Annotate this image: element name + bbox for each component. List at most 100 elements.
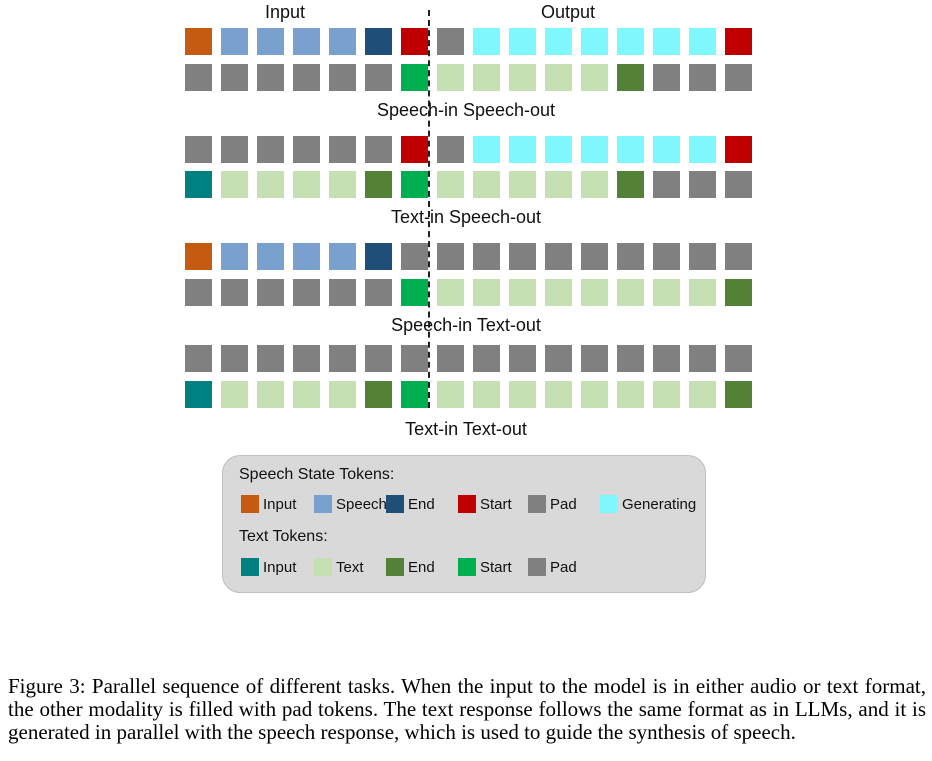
token-generating xyxy=(581,28,608,55)
token-pad xyxy=(653,243,680,270)
token-pad xyxy=(653,171,680,198)
token-text xyxy=(617,381,644,408)
token-speech-start xyxy=(725,28,752,55)
token-text xyxy=(473,64,500,91)
token-pad xyxy=(221,345,248,372)
token-text xyxy=(293,381,320,408)
token-pad xyxy=(653,345,680,372)
token-generating xyxy=(581,136,608,163)
token-speech-start xyxy=(401,28,428,55)
legend-item-speech-input: Input xyxy=(241,494,296,514)
token-generating xyxy=(689,28,716,55)
token-generating xyxy=(509,28,536,55)
legend-label: Generating xyxy=(622,495,697,513)
token-text-start xyxy=(401,279,428,306)
legend-swatch xyxy=(600,495,618,513)
token-pad xyxy=(293,345,320,372)
token-text xyxy=(509,381,536,408)
token-pad xyxy=(437,243,464,270)
token-pad xyxy=(437,28,464,55)
token-text-end xyxy=(617,64,644,91)
token-text xyxy=(653,279,680,306)
token-speech xyxy=(329,28,356,55)
token-pad xyxy=(725,171,752,198)
token-text xyxy=(473,381,500,408)
token-speech xyxy=(293,28,320,55)
token-text-start xyxy=(401,171,428,198)
token-generating xyxy=(473,136,500,163)
token-pad xyxy=(689,345,716,372)
token-pad xyxy=(545,243,572,270)
token-text xyxy=(689,279,716,306)
legend-swatch xyxy=(314,495,332,513)
legend-swatch xyxy=(528,558,546,576)
token-pad xyxy=(221,64,248,91)
token-pad xyxy=(401,243,428,270)
token-pad xyxy=(653,64,680,91)
token-text xyxy=(581,171,608,198)
token-text-input xyxy=(185,381,212,408)
token-speech xyxy=(329,243,356,270)
token-text xyxy=(581,64,608,91)
token-pad xyxy=(581,243,608,270)
token-speech-end xyxy=(365,28,392,55)
token-pad xyxy=(185,279,212,306)
legend-item-text: Text xyxy=(314,557,364,577)
token-text-start xyxy=(401,381,428,408)
task-3-text-row xyxy=(185,279,752,306)
token-pad xyxy=(689,243,716,270)
token-pad xyxy=(257,279,284,306)
legend-item-text-end: End xyxy=(386,557,435,577)
token-pad xyxy=(329,279,356,306)
legend-item-text-pad: Pad xyxy=(528,557,577,577)
token-text xyxy=(257,381,284,408)
token-pad xyxy=(725,345,752,372)
legend-box: Speech State Tokens: Input Speech End St… xyxy=(222,455,706,593)
token-pad xyxy=(185,345,212,372)
legend-swatch xyxy=(241,495,259,513)
task-4-text-row xyxy=(185,381,752,408)
legend-swatch xyxy=(458,558,476,576)
token-generating xyxy=(545,28,572,55)
token-pad xyxy=(617,243,644,270)
legend-item-speech-end: End xyxy=(386,494,435,514)
task-title-speech-in-text-out: Speech-in Text-out xyxy=(391,315,541,335)
token-speech-start xyxy=(401,136,428,163)
token-generating xyxy=(653,28,680,55)
legend-label: Pad xyxy=(550,495,577,513)
token-generating xyxy=(473,28,500,55)
token-pad xyxy=(221,279,248,306)
token-pad xyxy=(365,64,392,91)
token-text-start xyxy=(401,64,428,91)
token-text-end xyxy=(365,381,392,408)
token-generating xyxy=(617,28,644,55)
legend-swatch xyxy=(528,495,546,513)
token-text xyxy=(437,279,464,306)
token-generating xyxy=(689,136,716,163)
task-3-speech-row xyxy=(185,243,752,270)
token-text-end xyxy=(365,171,392,198)
token-pad xyxy=(365,345,392,372)
token-pad xyxy=(257,345,284,372)
token-text xyxy=(473,279,500,306)
task-title-text-in-text-out: Text-in Text-out xyxy=(405,419,527,439)
figure-caption: Figure 3: Parallel sequence of different… xyxy=(8,674,926,744)
token-text xyxy=(545,64,572,91)
token-text xyxy=(221,381,248,408)
token-speech xyxy=(257,243,284,270)
token-text xyxy=(257,171,284,198)
legend-item-speech: Speech xyxy=(314,494,387,514)
token-text xyxy=(329,381,356,408)
input-output-divider xyxy=(428,10,430,408)
legend-swatch xyxy=(314,558,332,576)
token-speech-end xyxy=(365,243,392,270)
legend-text-heading: Text Tokens: xyxy=(239,528,328,545)
token-pad xyxy=(689,64,716,91)
token-pad xyxy=(257,136,284,163)
token-speech xyxy=(221,28,248,55)
token-speech-input xyxy=(185,28,212,55)
token-text xyxy=(545,171,572,198)
token-generating xyxy=(545,136,572,163)
token-pad xyxy=(221,136,248,163)
legend-swatch xyxy=(386,558,404,576)
